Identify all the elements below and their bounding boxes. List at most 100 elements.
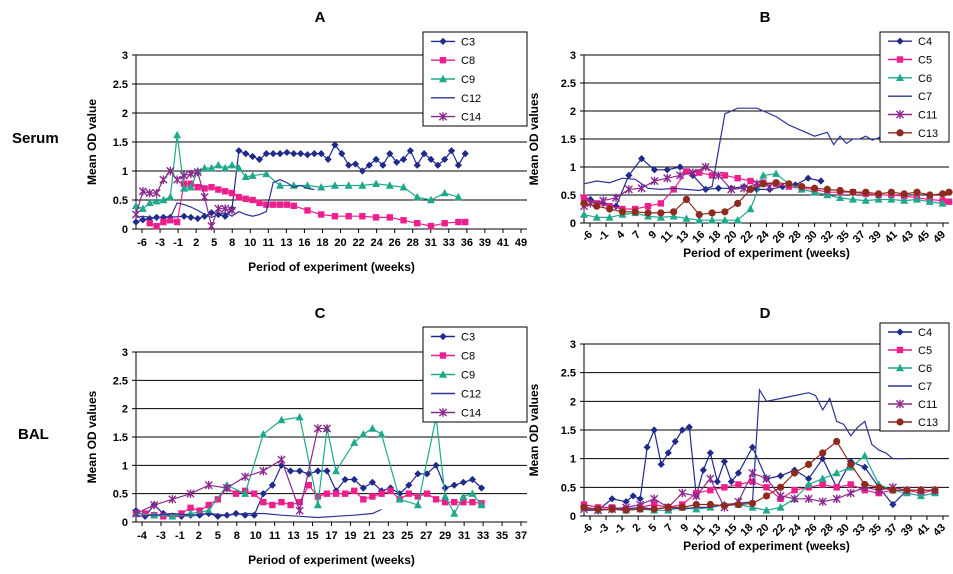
- legend-entry: C14: [431, 408, 481, 420]
- data-point: [277, 455, 286, 464]
- data-point: [262, 169, 271, 178]
- y-tick-label: 0.5: [113, 195, 128, 207]
- data-point: [234, 163, 243, 172]
- data-point: [823, 190, 832, 199]
- data-point: [759, 171, 768, 179]
- legend-marker: [895, 110, 905, 119]
- data-point: [187, 213, 195, 221]
- data-point: [707, 487, 714, 494]
- data-point: [138, 187, 147, 196]
- data-point: [132, 218, 140, 226]
- legend-marker: [895, 399, 905, 409]
- legend-label: C12: [461, 93, 481, 105]
- data-point: [746, 185, 755, 193]
- x-tick-label: 19: [344, 530, 356, 542]
- chart-title: C: [315, 305, 326, 322]
- data-point: [241, 472, 250, 481]
- data-point: [903, 486, 911, 494]
- data-point: [221, 204, 230, 213]
- data-point: [455, 218, 462, 226]
- data-point: [145, 198, 154, 207]
- legend-marker: [896, 56, 904, 63]
- legend-label: C7: [918, 381, 932, 393]
- data-point: [763, 484, 770, 491]
- data-point: [221, 212, 229, 220]
- legend-marker: [896, 37, 904, 45]
- data-point: [847, 481, 854, 488]
- data-point: [208, 184, 215, 191]
- data-point: [926, 191, 934, 199]
- data-point: [201, 185, 208, 192]
- data-point: [748, 468, 757, 478]
- data-point: [359, 213, 366, 220]
- data-point: [187, 504, 194, 512]
- y-tick-label: 1: [570, 162, 576, 174]
- data-point: [580, 194, 588, 201]
- legend-marker: [896, 418, 904, 426]
- data-point: [682, 195, 691, 204]
- data-point: [696, 169, 703, 176]
- data-point: [611, 193, 621, 202]
- data-point: [706, 500, 714, 509]
- data-point: [310, 150, 318, 158]
- data-point: [413, 192, 422, 201]
- x-tick-label: 41: [497, 237, 509, 249]
- data-point: [861, 196, 870, 204]
- data-point: [644, 209, 652, 217]
- data-point: [331, 141, 339, 149]
- data-point: [260, 498, 267, 506]
- data-point: [399, 183, 408, 191]
- data-point: [232, 490, 240, 497]
- data-point: [441, 492, 450, 500]
- data-point: [323, 467, 331, 475]
- legend-box: [422, 326, 528, 423]
- legend-marker: [896, 328, 904, 336]
- data-point: [235, 193, 243, 201]
- y-tick-label: 3: [122, 347, 128, 359]
- data-point: [663, 174, 672, 183]
- data-point: [296, 467, 304, 475]
- legend: C3 C8 C9 C12 C14: [422, 31, 528, 127]
- y-tick-label: 2.5: [113, 79, 128, 91]
- data-point: [372, 179, 381, 187]
- data-point: [889, 486, 897, 494]
- data-point: [350, 438, 359, 446]
- y-tick-label: 1: [122, 166, 128, 178]
- data-point: [847, 460, 855, 468]
- data-point: [207, 209, 216, 217]
- data-point: [636, 505, 644, 513]
- data-point: [290, 150, 298, 158]
- data-point: [395, 495, 404, 503]
- data-point: [900, 190, 908, 198]
- x-tick-label: 11: [269, 530, 281, 542]
- legend-label: C8: [461, 55, 475, 67]
- x-tick-label: 20: [334, 237, 346, 249]
- legend: C4 C5 C6 C7 C11 C13: [879, 31, 950, 143]
- data-point: [263, 201, 270, 208]
- data-point: [790, 494, 799, 503]
- data-point: [663, 166, 671, 174]
- data-point: [846, 488, 855, 498]
- data-point: [276, 201, 284, 208]
- data-point: [341, 490, 349, 497]
- data-point: [214, 496, 222, 503]
- data-point: [413, 161, 421, 169]
- data-point: [450, 509, 459, 517]
- legend-label: C5: [918, 345, 932, 357]
- data-point: [625, 171, 633, 179]
- x-tick-label: 17: [325, 530, 337, 542]
- data-point: [317, 183, 326, 191]
- data-point: [454, 192, 463, 201]
- data-point: [678, 488, 687, 498]
- data-point: [462, 218, 469, 226]
- x-tick-label: 35: [496, 530, 508, 542]
- chart-title: B: [760, 9, 771, 26]
- data-point: [152, 213, 161, 221]
- data-point: [671, 437, 679, 446]
- x-tick-label: 10: [244, 237, 256, 249]
- series-line: [135, 508, 382, 519]
- data-point: [400, 217, 407, 224]
- data-point: [193, 167, 202, 177]
- data-point: [468, 475, 477, 484]
- data-point: [670, 208, 678, 216]
